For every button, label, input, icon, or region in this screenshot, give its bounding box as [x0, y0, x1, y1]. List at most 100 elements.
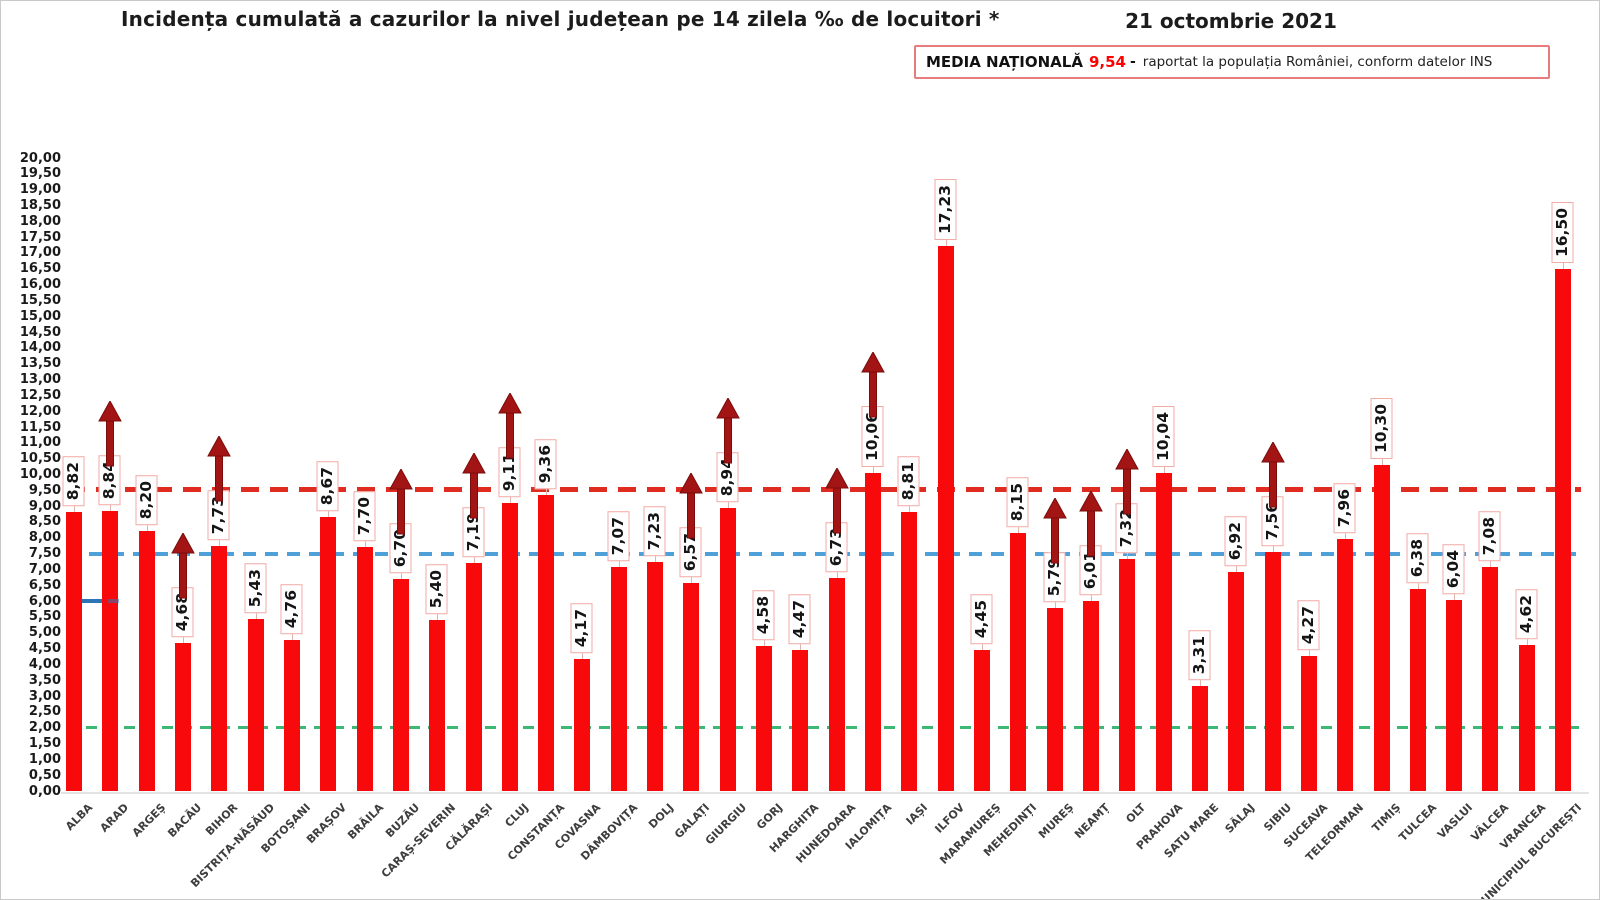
chart-date: 21 octombrie 2021	[1125, 9, 1337, 33]
value-label-connector	[364, 541, 366, 548]
value-label-connector	[655, 556, 657, 563]
national-average-label: MEDIA NAȚIONALĂ	[926, 53, 1083, 71]
value-label-connector	[1163, 467, 1165, 474]
national-average-note: raportat la populația României, conform …	[1142, 54, 1493, 70]
y-axis-tick-label: 6,50	[28, 577, 61, 593]
y-axis-tick-label: 16,00	[19, 277, 61, 293]
y-axis-tick-label: 7,00	[28, 561, 61, 577]
x-axis-baseline	[61, 792, 1589, 794]
bar-arad	[102, 511, 119, 791]
trend-up-arrow	[1115, 448, 1140, 515]
y-axis-tick-label: 11,00	[19, 435, 61, 451]
bar-value-label: 7,70	[353, 491, 376, 542]
bar-giurgiu	[719, 508, 736, 791]
bar-value-label: 4,45	[971, 594, 993, 645]
up-arrow-icon	[497, 391, 522, 459]
value-label-connector	[982, 644, 983, 651]
county-label-tulcea: TULCEA	[1396, 801, 1440, 844]
value-label-connector	[945, 239, 947, 246]
trend-up-arrow	[389, 467, 413, 535]
value-label-connector	[1345, 533, 1347, 540]
value-label-connector	[836, 571, 838, 578]
y-axis-tick-label: 18,00	[19, 213, 61, 229]
value-label-connector	[764, 640, 766, 647]
value-label-connector	[182, 636, 184, 643]
y-axis-tick-label: 6,00	[28, 593, 61, 609]
y-axis-tick-label: 16,50	[19, 261, 61, 277]
value-label-connector	[219, 540, 221, 547]
bar-satu-mare	[1191, 686, 1208, 791]
value-label-connector	[1381, 459, 1383, 465]
value-label-connector	[473, 557, 475, 564]
bar-bihor	[211, 546, 228, 791]
up-arrow-icon	[207, 435, 232, 502]
county-label-dolj: DOLJ	[646, 801, 677, 832]
value-label-connector	[1127, 553, 1129, 560]
trend-up-arrow	[98, 400, 123, 467]
bar-value-label: 4,62	[1515, 588, 1538, 640]
y-axis-tick-label: 9,00	[28, 498, 61, 514]
trend-up-arrow	[461, 452, 486, 519]
bar-br-ila	[356, 547, 373, 791]
y-axis-tick-label: 0,00	[28, 783, 61, 799]
bar-value-label: 7,96	[1334, 483, 1356, 534]
county-label-bac-u: BACĂU	[165, 801, 205, 840]
y-axis-tick-label: 0,50	[28, 767, 61, 783]
bar-cara-severin	[429, 620, 446, 791]
y-axis-tick-label: 11,50	[19, 419, 61, 435]
bar-value-label: 4,58	[753, 590, 775, 641]
up-arrow-icon	[171, 531, 195, 599]
y-axis-tick-label: 10,50	[19, 451, 61, 467]
bar-value-label: 8,81	[898, 456, 920, 507]
reference-line-prag-7-50	[67, 551, 1581, 556]
y-axis-tick-label: 4,50	[28, 641, 61, 657]
y-axis-tick-label: 15,00	[19, 308, 61, 324]
y-axis-tick-label: 20,00	[19, 150, 61, 166]
y-axis-tick-label: 19,50	[19, 166, 61, 182]
trend-up-arrow	[824, 466, 849, 534]
value-label-connector	[328, 510, 330, 517]
trend-up-arrow	[1042, 496, 1067, 564]
bar-value-label: 6,04	[1443, 543, 1465, 595]
value-label-connector	[74, 505, 75, 512]
y-axis-tick-label: 2,50	[28, 704, 61, 720]
up-arrow-icon	[861, 350, 885, 418]
y-axis-tick-label: 4,00	[28, 656, 61, 672]
bar-ilfov	[937, 245, 954, 791]
bar-value-label: 5,43	[244, 563, 267, 614]
bar-municipiul-bucure-ti	[1555, 268, 1572, 791]
y-axis-tick-label: 15,50	[19, 292, 61, 308]
value-label-connector	[1236, 565, 1238, 572]
bar-value-label: 7,08	[1479, 510, 1501, 562]
y-axis-tick-label: 13,50	[19, 356, 61, 372]
value-label-connector	[1417, 583, 1419, 590]
value-label-connector	[1090, 594, 1092, 601]
value-label-connector	[909, 506, 911, 513]
bar-hunedoara	[828, 577, 845, 791]
y-axis-tick-label: 17,50	[19, 229, 61, 245]
trend-up-arrow	[1079, 489, 1103, 557]
y-axis-tick-label: 13,00	[19, 372, 61, 388]
county-label-timi-: TIMIȘ	[1369, 801, 1403, 835]
y-axis-tick-label: 1,00	[28, 751, 61, 767]
county-label-sibiu: SIBIU	[1260, 801, 1294, 834]
up-arrow-icon	[98, 400, 123, 467]
bar-tulcea	[1409, 589, 1426, 791]
bar-bra-ov	[320, 516, 337, 791]
y-axis-tick-label: 8,50	[28, 514, 61, 530]
county-label-s-laj: SĂLAJ	[1222, 801, 1258, 836]
y-axis-tick-label: 19,00	[19, 182, 61, 198]
bar-olt	[1119, 559, 1136, 791]
value-label-connector	[291, 634, 293, 641]
bar-gorj	[756, 646, 773, 791]
up-arrow-icon	[461, 452, 486, 519]
bar-prahova	[1155, 473, 1172, 791]
bar-cluj	[501, 502, 518, 791]
bar-value-label: 8,82	[63, 455, 85, 507]
value-label-connector	[400, 572, 402, 579]
bar-v-lcea	[1482, 566, 1499, 791]
up-arrow-icon	[1042, 496, 1067, 564]
up-arrow-icon	[1079, 489, 1103, 557]
bar-vaslui	[1446, 599, 1463, 791]
bar-alba	[66, 511, 82, 791]
